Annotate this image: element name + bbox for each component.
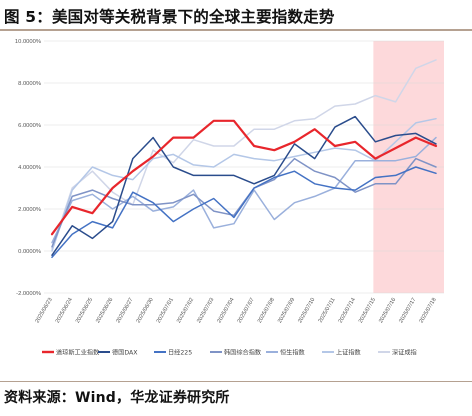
legend-label: 德国DAX: [112, 348, 138, 356]
source-rule: [0, 381, 472, 382]
series-line: [51, 166, 437, 259]
figure-header: 图 5：美国对等关税背景下的全球主要指数走势: [0, 0, 472, 32]
y-tick-label: 6.0000%: [18, 123, 41, 129]
y-tick-label: 8.0000%: [18, 81, 41, 87]
x-tick-label: 2025/06/23: [35, 297, 54, 324]
x-tick-label: 2025/07/01: [156, 297, 175, 324]
y-tick-label: 4.0000%: [18, 165, 41, 171]
series-layer: [50, 59, 438, 259]
legend-label: 日经225: [168, 348, 192, 356]
source-note: 资料来源：Wind，华龙证券研究所: [4, 390, 230, 406]
y-tick-label: -2.0000%: [16, 291, 41, 297]
x-tick-label: 2025/07/03: [196, 297, 215, 324]
title-rule: [0, 29, 472, 31]
x-tick-label: 2025/07/14: [338, 297, 357, 324]
x-tick-label: 2025/07/16: [378, 297, 397, 324]
legend-label: 恒生指数: [280, 348, 306, 356]
x-tick-label: 2025/07/08: [257, 297, 276, 324]
grid-layer: [44, 40, 444, 294]
x-tick-label: 2025/06/30: [136, 297, 155, 324]
x-tick-label: 2025/07/04: [216, 297, 235, 324]
legend-label: 道琼斯工业指数: [56, 348, 100, 356]
x-tick-label: 2025/07/15: [358, 297, 377, 324]
line-chart: 10.0000% 8.0000% 6.0000% 4.0000% 2.0000% 0.00…: [15, 39, 444, 356]
x-tick-label: 2025/07/07: [237, 297, 256, 324]
x-tick-label: 2025/06/27: [115, 297, 134, 324]
x-tick-label: 2025/07/11: [318, 297, 337, 324]
legend-label: 深证成指: [392, 348, 417, 356]
x-tick-label: 2025/07/18: [419, 297, 438, 324]
series-line: [51, 117, 437, 252]
legend-label: 韩国综合指数: [224, 348, 262, 356]
series-line: [51, 136, 437, 244]
x-tick-label: 2025/07/10: [297, 297, 316, 324]
x-tick-label: 2025/07/17: [398, 297, 417, 324]
y-axis-ticks: 10.0000% 8.0000% 6.0000% 4.0000% 2.0000% 0.00…: [15, 39, 41, 297]
x-tick-label: 2025/06/24: [55, 297, 74, 324]
series-line: [51, 115, 437, 256]
y-tick-label: 10.0000%: [15, 39, 41, 45]
x-tick-label: 2025/06/26: [95, 297, 114, 324]
figure-title: 图 5：美国对等关税背景下的全球主要指数走势: [4, 8, 335, 26]
x-axis-ticks: 2025/06/23 2025/06/24 2025/06/25 2025/06/26…: [35, 297, 438, 324]
series-line: [50, 119, 438, 236]
x-tick-label: 2025/07/09: [277, 297, 296, 324]
x-tick-label: 2025/07/02: [176, 297, 195, 324]
series-line: [51, 59, 437, 250]
y-tick-label: 2.0000%: [18, 207, 41, 213]
legend: 道琼斯工业指数 德国DAX 日经225 韩国综合指数 恒生指数 上证指数 深证成指: [42, 348, 417, 356]
x-tick-label: 2025/06/25: [75, 297, 94, 324]
y-tick-label: 0.0000%: [18, 249, 41, 255]
legend-label: 上证指数: [336, 348, 362, 356]
